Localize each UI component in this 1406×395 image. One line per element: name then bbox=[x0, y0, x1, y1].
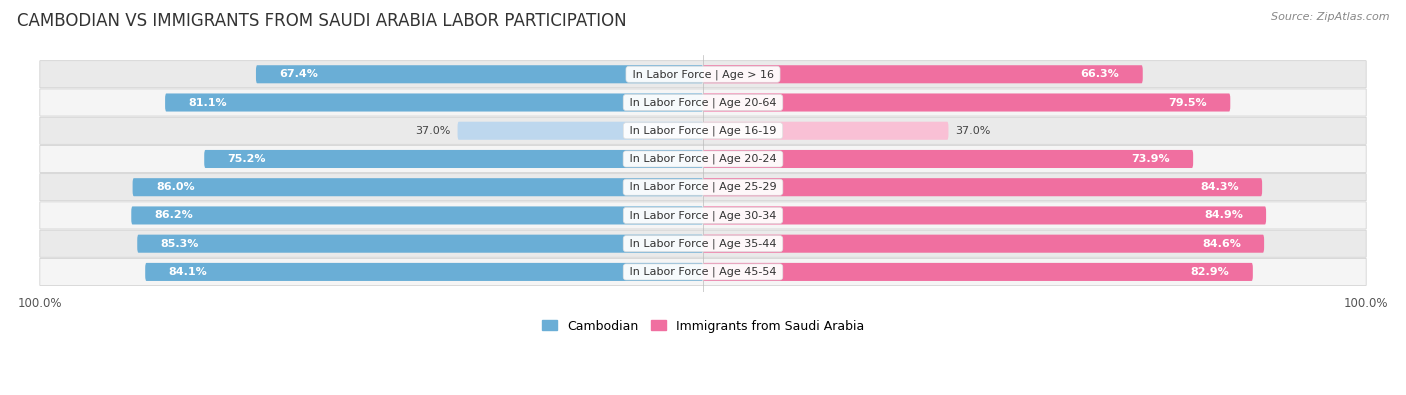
FancyBboxPatch shape bbox=[39, 202, 1367, 229]
Text: 37.0%: 37.0% bbox=[416, 126, 451, 136]
FancyBboxPatch shape bbox=[703, 207, 1265, 224]
FancyBboxPatch shape bbox=[256, 65, 703, 83]
Text: In Labor Force | Age 25-29: In Labor Force | Age 25-29 bbox=[626, 182, 780, 192]
Text: 67.4%: 67.4% bbox=[280, 69, 318, 79]
Legend: Cambodian, Immigrants from Saudi Arabia: Cambodian, Immigrants from Saudi Arabia bbox=[537, 315, 869, 338]
Text: 84.6%: 84.6% bbox=[1202, 239, 1241, 249]
Text: CAMBODIAN VS IMMIGRANTS FROM SAUDI ARABIA LABOR PARTICIPATION: CAMBODIAN VS IMMIGRANTS FROM SAUDI ARABI… bbox=[17, 12, 627, 30]
Text: In Labor Force | Age 45-54: In Labor Force | Age 45-54 bbox=[626, 267, 780, 277]
Text: 86.2%: 86.2% bbox=[155, 211, 193, 220]
FancyBboxPatch shape bbox=[39, 89, 1367, 116]
Text: In Labor Force | Age 35-44: In Labor Force | Age 35-44 bbox=[626, 239, 780, 249]
FancyBboxPatch shape bbox=[165, 94, 703, 111]
Text: 84.9%: 84.9% bbox=[1204, 211, 1243, 220]
Text: 66.3%: 66.3% bbox=[1081, 69, 1119, 79]
FancyBboxPatch shape bbox=[132, 178, 703, 196]
FancyBboxPatch shape bbox=[703, 235, 1264, 253]
FancyBboxPatch shape bbox=[39, 117, 1367, 144]
FancyBboxPatch shape bbox=[703, 65, 1143, 83]
FancyBboxPatch shape bbox=[703, 150, 1194, 168]
Text: In Labor Force | Age > 16: In Labor Force | Age > 16 bbox=[628, 69, 778, 79]
FancyBboxPatch shape bbox=[703, 263, 1253, 281]
Text: 86.0%: 86.0% bbox=[156, 182, 194, 192]
Text: In Labor Force | Age 20-24: In Labor Force | Age 20-24 bbox=[626, 154, 780, 164]
Text: 85.3%: 85.3% bbox=[160, 239, 198, 249]
Text: In Labor Force | Age 20-64: In Labor Force | Age 20-64 bbox=[626, 97, 780, 108]
FancyBboxPatch shape bbox=[39, 145, 1367, 173]
FancyBboxPatch shape bbox=[39, 61, 1367, 88]
Text: 82.9%: 82.9% bbox=[1191, 267, 1230, 277]
FancyBboxPatch shape bbox=[131, 207, 703, 224]
FancyBboxPatch shape bbox=[39, 174, 1367, 201]
Text: 84.1%: 84.1% bbox=[169, 267, 207, 277]
FancyBboxPatch shape bbox=[138, 235, 703, 253]
FancyBboxPatch shape bbox=[457, 122, 703, 140]
FancyBboxPatch shape bbox=[39, 258, 1367, 286]
Text: In Labor Force | Age 30-34: In Labor Force | Age 30-34 bbox=[626, 210, 780, 221]
Text: 73.9%: 73.9% bbox=[1132, 154, 1170, 164]
FancyBboxPatch shape bbox=[703, 122, 949, 140]
Text: 81.1%: 81.1% bbox=[188, 98, 226, 107]
FancyBboxPatch shape bbox=[703, 94, 1230, 111]
Text: 79.5%: 79.5% bbox=[1168, 98, 1206, 107]
FancyBboxPatch shape bbox=[39, 230, 1367, 257]
Text: In Labor Force | Age 16-19: In Labor Force | Age 16-19 bbox=[626, 126, 780, 136]
Text: 37.0%: 37.0% bbox=[955, 126, 990, 136]
Text: 75.2%: 75.2% bbox=[228, 154, 266, 164]
FancyBboxPatch shape bbox=[204, 150, 703, 168]
Text: 84.3%: 84.3% bbox=[1201, 182, 1239, 192]
FancyBboxPatch shape bbox=[145, 263, 703, 281]
Text: Source: ZipAtlas.com: Source: ZipAtlas.com bbox=[1271, 12, 1389, 22]
FancyBboxPatch shape bbox=[703, 178, 1263, 196]
